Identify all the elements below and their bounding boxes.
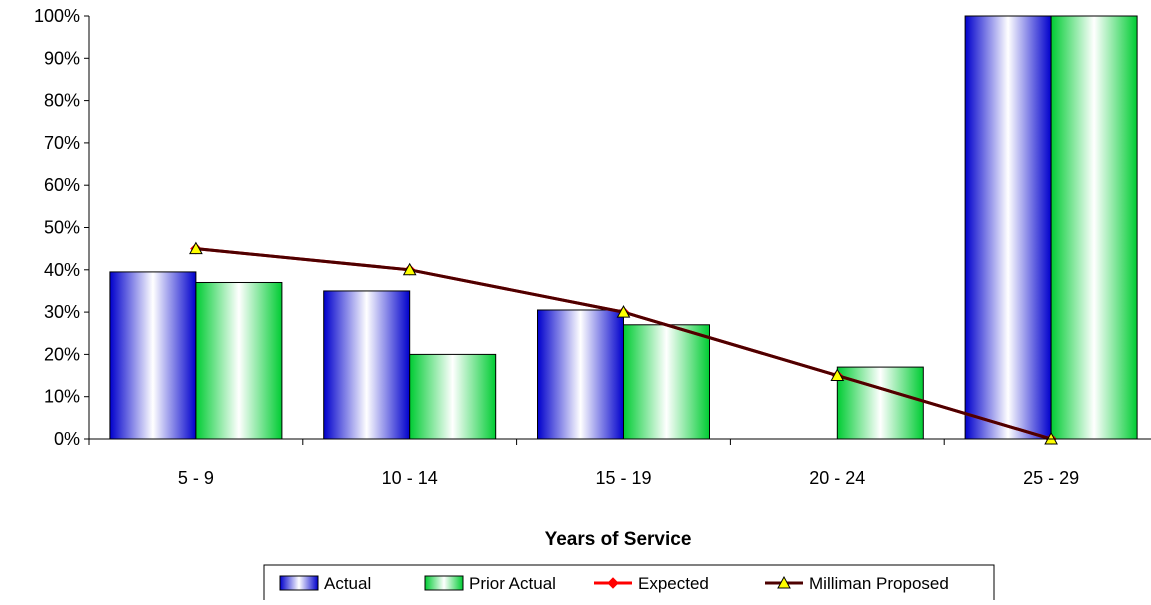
bar-prior-actual-1 [409, 353, 497, 440]
x-ticks: 5 - 9 10 - 14 15 - 19 20 - 24 25 - 29 [88, 439, 1079, 488]
marker-milliman-proposed-0 [189, 241, 203, 255]
y-tick-label-6: 60% [44, 175, 80, 195]
bar-prior-actual-2 [623, 324, 710, 440]
x-axis-title: Years of Service [545, 529, 692, 550]
legend: Actual Prior Actual Expected Milliman Propo… [263, 564, 995, 602]
y-tick-label-4: 40% [44, 260, 80, 280]
marker-milliman-proposed-1 [402, 262, 417, 276]
y-tick-label-0: 0% [54, 429, 80, 449]
y-ticks: 0% 10% 20% 30% 40% 50% 60% 70% 80% 90% 100% [34, 6, 89, 449]
legend-label-milliman-proposed: Milliman Proposed [809, 574, 949, 593]
legend-swatch-actual [279, 575, 319, 591]
bar-actual-2 [537, 309, 624, 440]
lines-layer [189, 241, 1058, 445]
legend-marker-expected [607, 577, 619, 589]
legend-label-prior-actual: Prior Actual [469, 574, 556, 593]
marker-milliman-proposed-3 [830, 368, 845, 382]
y-tick-label-5: 50% [44, 218, 80, 238]
legend-marker-milliman-proposed [777, 575, 791, 589]
bars-layer [109, 15, 1138, 440]
y-tick-label-1: 10% [44, 387, 80, 407]
bar-actual-1 [323, 290, 411, 440]
marker-milliman-proposed-2 [616, 305, 631, 318]
y-tick-label-9: 90% [44, 48, 80, 68]
bar-prior-actual-0 [195, 281, 283, 440]
y-tick-label-3: 30% [44, 302, 80, 322]
bar-actual-0 [109, 271, 197, 440]
legend-label-actual: Actual [324, 574, 371, 593]
y-tick-label-8: 80% [44, 91, 80, 111]
legend-swatch-prior-actual [424, 575, 464, 591]
x-tick-label-3: 20 - 24 [809, 468, 865, 488]
y-tick-label-10: 100% [34, 6, 80, 26]
x-tick-label-2: 15 - 19 [595, 468, 651, 488]
x-tick-label-4: 25 - 29 [1023, 468, 1079, 488]
y-tick-label-7: 70% [44, 133, 80, 153]
bar-actual-4 [964, 15, 1052, 440]
legend-label-expected: Expected [638, 574, 709, 593]
x-tick-label-0: 5 - 9 [178, 468, 214, 488]
x-tick-label-1: 10 - 14 [382, 468, 438, 488]
bar-prior-actual-4 [1050, 15, 1138, 440]
y-tick-label-2: 20% [44, 344, 80, 364]
